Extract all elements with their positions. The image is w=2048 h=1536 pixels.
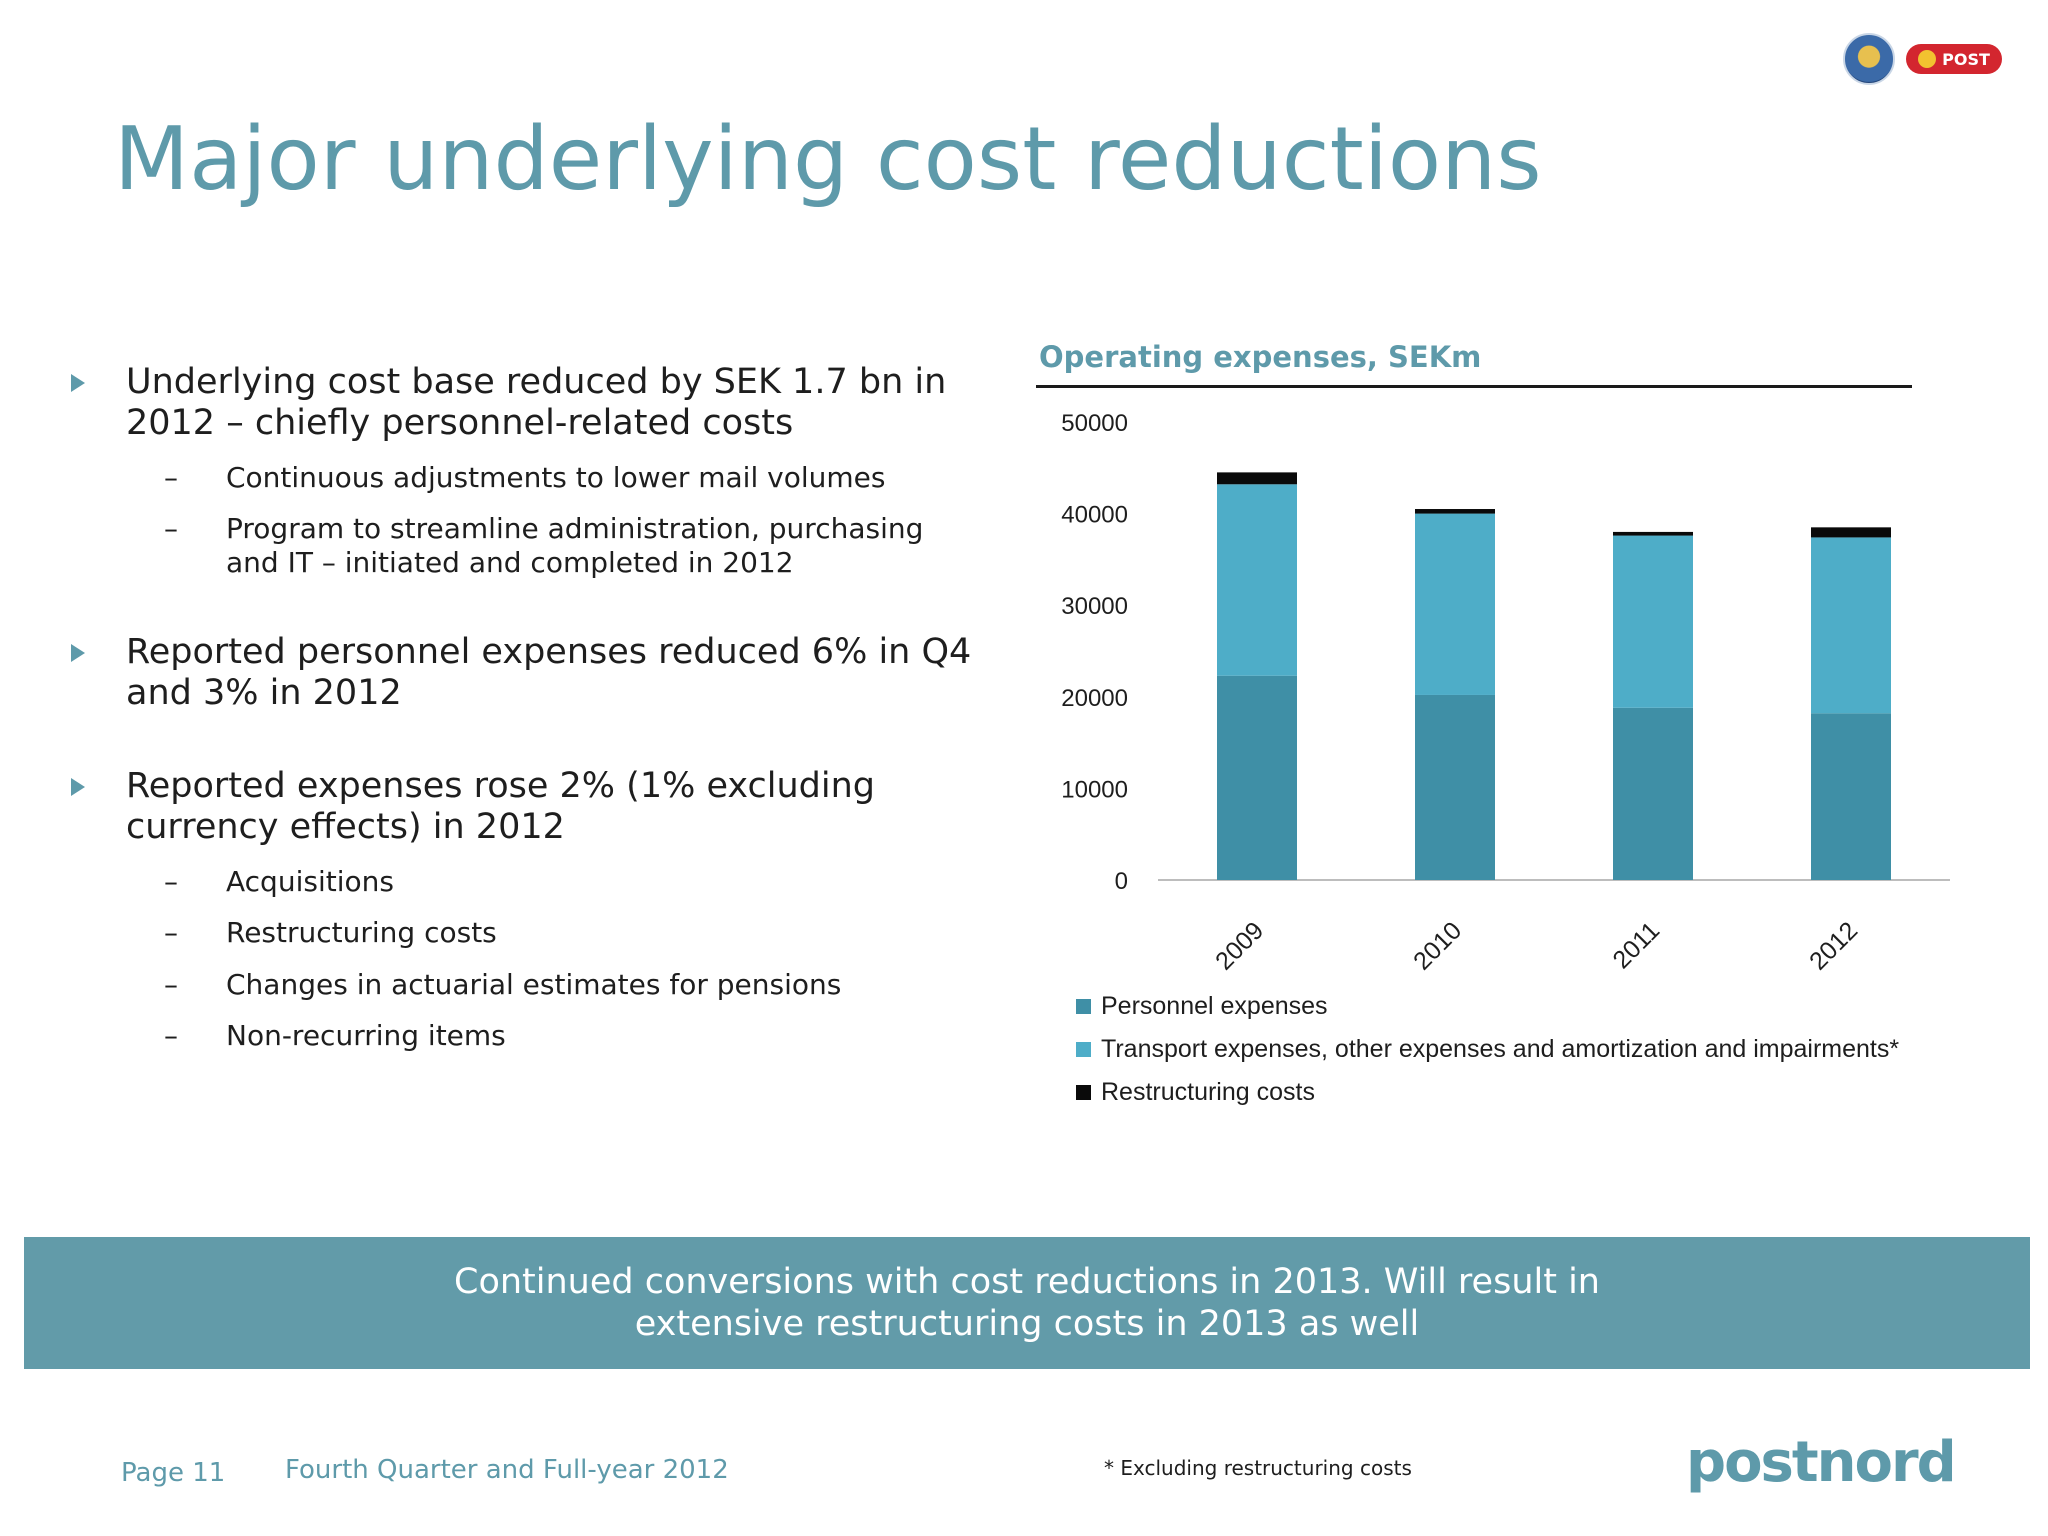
- dash-icon: –: [164, 968, 178, 1001]
- x-tick-label: 2010: [1408, 916, 1467, 975]
- bullet-line: and 3% in 2012: [126, 673, 402, 713]
- dash-icon: –: [164, 916, 178, 949]
- sub-bullet-line: Restructuring costs: [226, 916, 497, 949]
- sub-bullet-line: Changes in actuarial estimates for pensi…: [226, 968, 842, 1001]
- chart-title: Operating expenses, SEKm: [1039, 340, 1482, 374]
- legend-label: Restructuring costs: [1101, 1078, 1315, 1106]
- bar-segment: [1415, 509, 1495, 514]
- sub-bullet-line: Non-recurring items: [226, 1019, 506, 1052]
- bullet-line: 2012 – chiefly personnel-related costs: [126, 403, 794, 443]
- y-tick-label: 50000: [1061, 410, 1128, 437]
- operating-expenses-chart: 50000 40000 30000 20000 10000 0 2009 2010 2011 20…: [1061, 410, 1950, 976]
- sub-bullet-item: – Continuous adjustments to lower mail v…: [164, 461, 886, 495]
- legend-label: Personnel expenses: [1101, 992, 1328, 1020]
- bar-segment: [1613, 535, 1693, 708]
- bar-segment: [1811, 527, 1891, 538]
- y-tick-label: 30000: [1061, 593, 1128, 620]
- legend-label: Transport expenses, other expenses and a…: [1101, 1035, 1900, 1063]
- y-tick-label: 10000: [1061, 776, 1128, 803]
- bar-segment: [1811, 537, 1891, 714]
- report-period: Fourth Quarter and Full-year 2012: [285, 1455, 729, 1485]
- bar-segment: [1217, 675, 1297, 880]
- bullet-line: Reported expenses rose 2% (1% excluding: [126, 766, 875, 806]
- banner-line: extensive restructuring costs in 2013 as…: [634, 1304, 1420, 1344]
- dash-icon: –: [164, 461, 178, 494]
- post-seal-logo: [1843, 33, 1895, 85]
- sub-bullet-line: and IT – initiated and completed in 2012: [226, 546, 794, 579]
- bar-segment: [1217, 484, 1297, 676]
- y-tick-label: 40000: [1061, 502, 1128, 529]
- bullet-line: Underlying cost base reduced by SEK 1.7 …: [126, 362, 947, 402]
- bullet-item: Reported personnel expenses reduced 6% i…: [71, 632, 972, 714]
- bullet-arrow-icon: [71, 374, 85, 392]
- legend-swatch: [1076, 1085, 1091, 1100]
- bullet-item: Underlying cost base reduced by SEK 1.7 …: [71, 362, 947, 444]
- dash-icon: –: [164, 512, 178, 545]
- sub-bullet-item: – Program to streamline administration, …: [164, 512, 924, 580]
- sub-bullet-item: – Acquisitions: [164, 865, 394, 899]
- x-tick-label: 2009: [1210, 916, 1269, 975]
- y-tick-label: 0: [1115, 868, 1128, 895]
- legend-swatch: [1076, 1042, 1091, 1057]
- dash-icon: –: [164, 865, 178, 898]
- legend-item-personnel: Personnel expenses: [1076, 985, 1899, 1028]
- bullet-arrow-icon: [71, 778, 85, 796]
- post-logo: POST: [1906, 44, 2002, 74]
- sub-bullet-item: – Restructuring costs: [164, 916, 497, 950]
- bar-segment: [1415, 513, 1495, 695]
- legend-item-transport: Transport expenses, other expenses and a…: [1076, 1028, 1899, 1071]
- sub-bullet-item: – Changes in actuarial estimates for pen…: [164, 968, 842, 1002]
- bullet-line: currency effects) in 2012: [126, 807, 565, 847]
- x-tick-label: 2012: [1804, 916, 1863, 975]
- chart-legend: Personnel expenses Transport expenses, o…: [1076, 985, 1899, 1114]
- page-title: Major underlying cost reductions: [114, 108, 1542, 210]
- bullet-arrow-icon: [71, 644, 85, 662]
- page-number: Page 11: [121, 1458, 226, 1488]
- postnord-logo: postnord: [1686, 1430, 1957, 1495]
- dash-icon: –: [164, 1019, 178, 1052]
- legend-swatch: [1076, 999, 1091, 1014]
- banner-line: Continued conversions with cost reductio…: [454, 1262, 1600, 1302]
- post-horn-icon: [1918, 50, 1937, 68]
- x-tick-label: 2011: [1607, 916, 1665, 974]
- sub-bullet-line: Continuous adjustments to lower mail vol…: [226, 461, 886, 494]
- bar-segment: [1811, 713, 1891, 880]
- summary-banner: Continued conversions with cost reductio…: [24, 1237, 2030, 1369]
- sub-bullet-line: Acquisitions: [226, 865, 394, 898]
- bar-segment: [1613, 531, 1693, 536]
- bar-segment: [1613, 707, 1693, 880]
- post-logo-label: POST: [1942, 49, 1990, 69]
- bullet-item: Reported expenses rose 2% (1% excluding …: [71, 766, 875, 848]
- sub-bullet-line: Program to streamline administration, pu…: [226, 512, 924, 545]
- bar-segment: [1415, 694, 1495, 880]
- footnote: * Excluding restructuring costs: [1104, 1456, 1412, 1480]
- y-tick-label: 20000: [1061, 685, 1128, 712]
- bar-segment: [1217, 472, 1297, 485]
- bullet-line: Reported personnel expenses reduced 6% i…: [126, 632, 972, 672]
- chart-title-rule: [1036, 385, 1912, 388]
- sub-bullet-item: – Non-recurring items: [164, 1019, 506, 1053]
- legend-item-restructuring: Restructuring costs: [1076, 1071, 1899, 1114]
